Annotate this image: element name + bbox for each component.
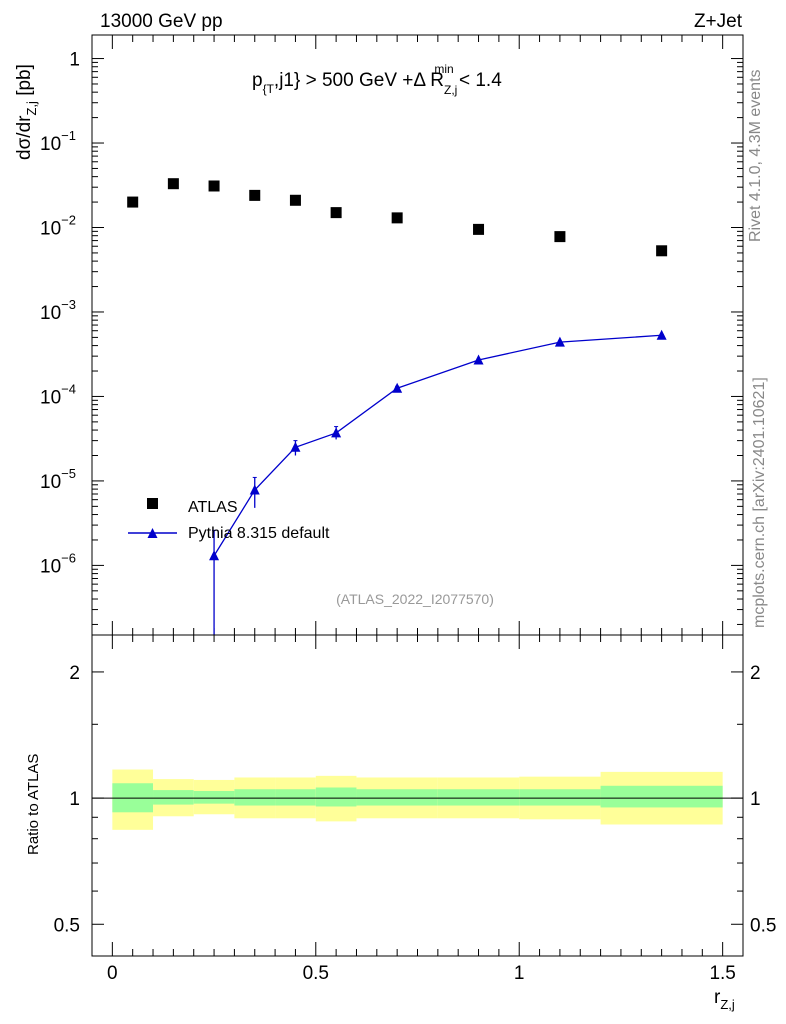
main-plot-content: [127, 178, 668, 635]
legend-pythia-marker: [147, 528, 158, 538]
pythia-data-point: [656, 329, 667, 340]
atlas-data-point: [167, 178, 179, 190]
cut-label: p{T,j1} > 500 GeV +Δ RZ,jmin < 1.4: [252, 62, 502, 97]
main-y-tick-exponent: −1: [61, 128, 76, 143]
ratio-y-tick-label-right: 1: [750, 789, 761, 810]
atlas-data-point: [473, 223, 485, 235]
ratio-plot-content: [92, 769, 743, 830]
main-y-tick-base: 10: [40, 218, 61, 239]
ratio-uncertainty-band-inner: [315, 787, 357, 807]
legend-atlas-label: ATLAS: [188, 499, 238, 516]
ratio-uncertainty-band-inner: [437, 789, 520, 806]
main-axes-ticks: 110−110−210−310−410−510−6: [40, 35, 743, 635]
main-y-tick-base: 10: [40, 134, 61, 155]
main-y-tick-base: 10: [40, 303, 61, 324]
x-axis-label: rZ,j: [714, 987, 735, 1012]
ratio-frame: [91, 634, 744, 957]
main-y-tick-exponent: −5: [61, 466, 76, 481]
legend: ATLAS Pythia 8.315 default: [128, 498, 330, 542]
main-y-axis-label: dσ/drZ,j [pb]: [14, 64, 39, 160]
main-y-tick-label: 10−1: [40, 128, 76, 155]
x-tick-label: 0.5: [303, 963, 329, 984]
ratio-y-tick-label-left: 0.5: [54, 915, 80, 936]
atlas-data-point: [554, 231, 566, 243]
main-y-tick-label: 10−5: [40, 466, 76, 493]
rivet-version-label: Rivet 4.1.0, 4.3M events: [747, 69, 764, 242]
pythia-data-point: [331, 427, 342, 438]
ratio-uncertainty-band-inner: [356, 789, 438, 806]
mcplots-label: mcplots.cern.ch [arXiv:2401.10621]: [751, 377, 768, 628]
x-tick-label: 1: [514, 963, 525, 984]
ratio-uncertainty-band-inner: [234, 789, 276, 806]
pythia-data-point: [473, 354, 484, 365]
ratio-uncertainty-band-inner: [600, 785, 723, 808]
ratio-y-tick-label-left: 2: [69, 663, 80, 684]
legend-pythia-label: Pythia 8.315 default: [188, 525, 330, 542]
main-y-tick-exponent: −2: [61, 212, 76, 227]
pythia-data-point: [290, 441, 301, 452]
atlas-data-point: [330, 207, 342, 219]
ratio-uncertainty-band-inner: [193, 790, 235, 804]
ratio-y-tick-label-right: 0.5: [750, 915, 776, 936]
pythia-data-point: [392, 382, 403, 393]
legend-atlas-marker: [147, 498, 158, 509]
main-y-tick-exponent: −6: [61, 550, 76, 565]
pythia-data-point: [209, 550, 220, 561]
pythia-series-line: [213, 334, 662, 557]
atlas-data-point: [656, 245, 668, 257]
main-y-tick-base: 10: [40, 472, 61, 493]
main-y-tick-label: 10−2: [40, 212, 76, 239]
ratio-uncertainty-band-inner: [153, 790, 194, 805]
atlas-data-point: [391, 212, 403, 224]
ratio-axes-ticks: 0 0.5 1 1.5 0.5 0.5 1 1 2 2: [54, 635, 776, 984]
atlas-data-point: [127, 196, 139, 208]
pythia-data-point: [249, 484, 260, 495]
x-tick-label: 0: [107, 963, 118, 984]
ratio-y-axis-label: Ratio to ATLAS: [25, 754, 42, 855]
main-y-tick-label: 10−4: [40, 381, 76, 408]
header-process: Z+Jet: [694, 11, 743, 32]
header-energy: 13000 GeV pp: [100, 11, 223, 32]
main-y-tick-label: 10−3: [40, 297, 76, 324]
atlas-data-point: [289, 194, 301, 206]
main-y-tick-base: 10: [40, 556, 61, 577]
atlas-data-point: [208, 180, 220, 192]
main-y-tick-label: 10−6: [40, 550, 76, 577]
main-y-tick-exponent: −3: [61, 297, 76, 312]
ratio-uncertainty-band-inner: [275, 789, 316, 806]
pythia-data-point: [554, 336, 565, 347]
main-y-tick-label: 1: [69, 50, 80, 71]
analysis-watermark: (ATLAS_2022_I2077570): [336, 591, 494, 607]
atlas-data-point: [249, 189, 261, 201]
ratio-uncertainty-band-inner: [519, 789, 601, 806]
main-y-tick-exponent: −4: [61, 381, 76, 396]
ratio-y-tick-label-right: 2: [750, 663, 761, 684]
main-y-tick-base: 10: [40, 387, 61, 408]
main-frame: [91, 34, 744, 636]
ratio-y-tick-label-left: 1: [69, 789, 80, 810]
x-tick-label: 1.5: [709, 963, 735, 984]
